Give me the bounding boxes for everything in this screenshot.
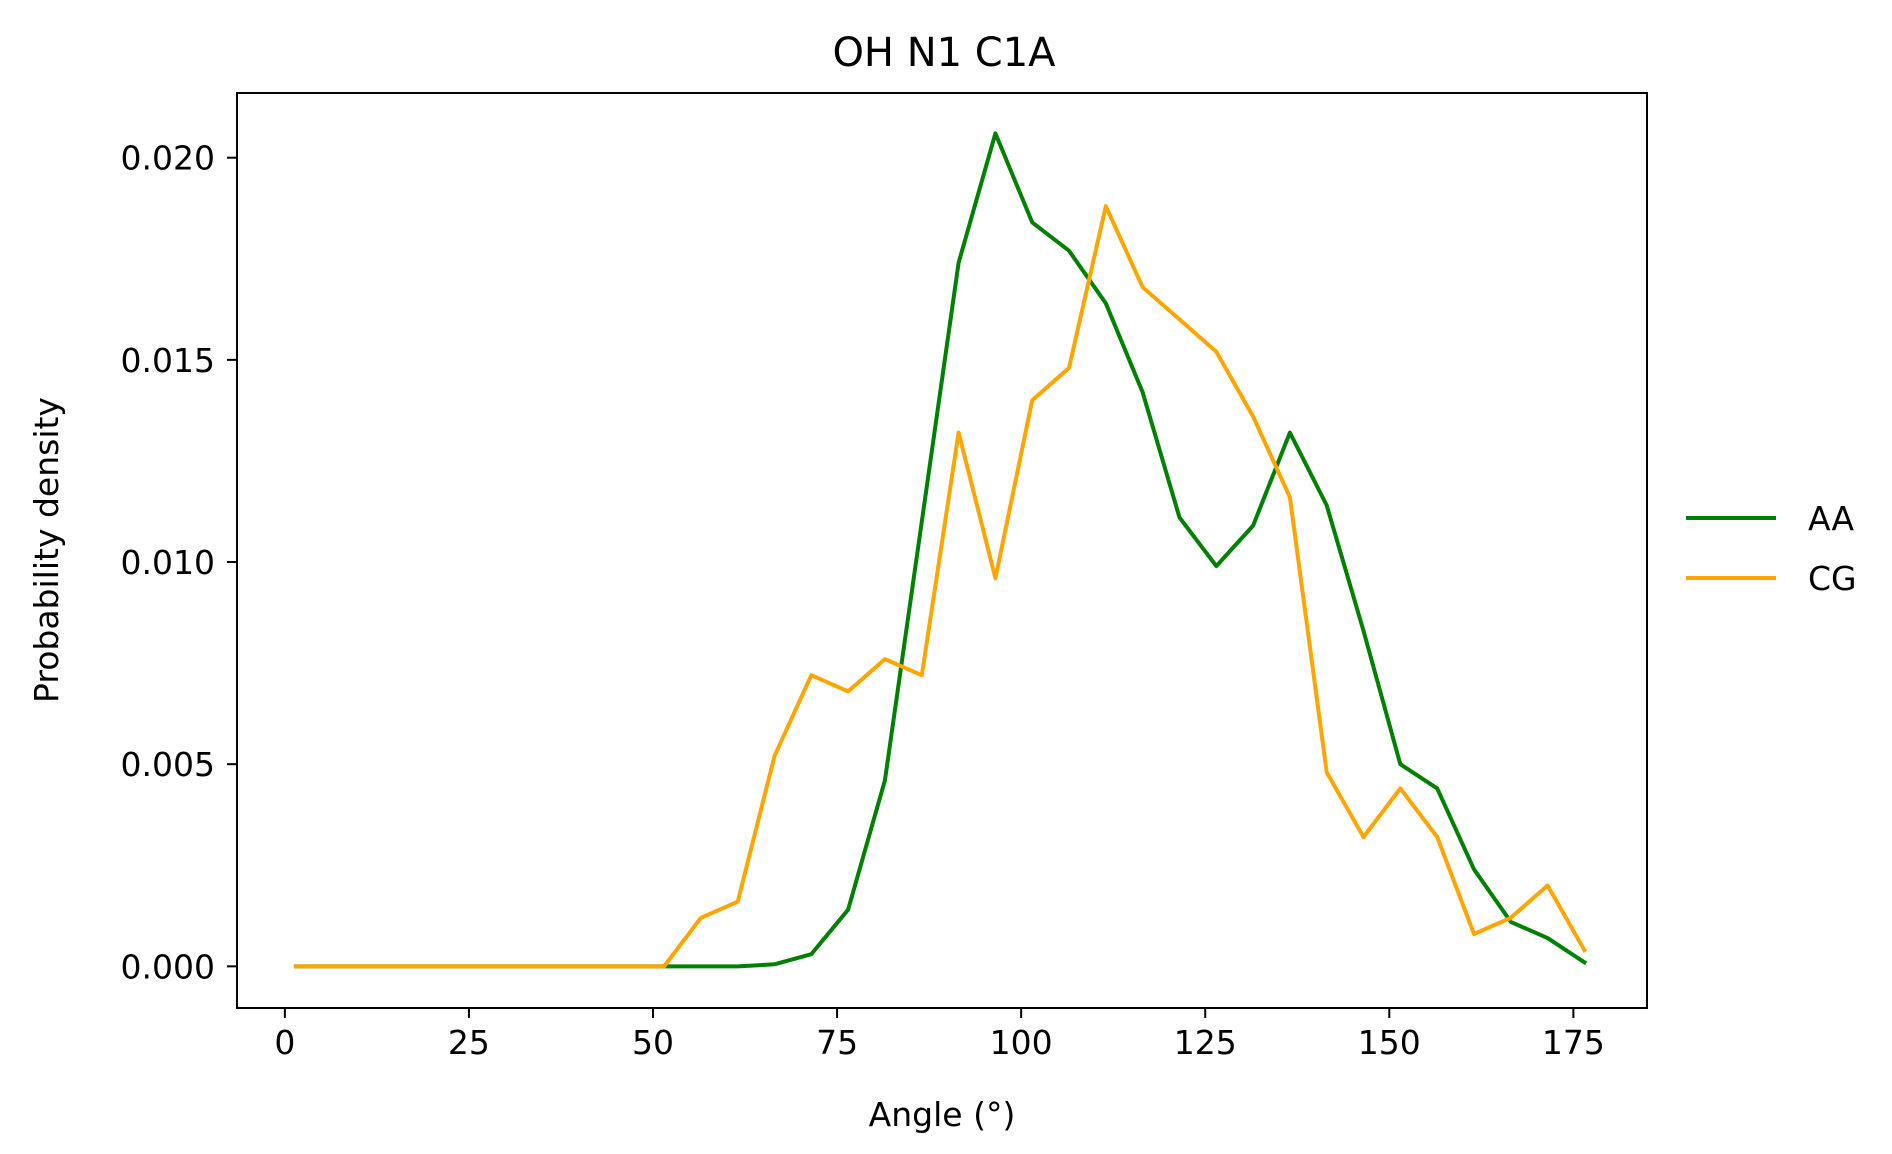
y-axis: 0.000 0.005 0.010 0.015 0.020 [121,139,237,986]
x-tick-label: 175 [1542,1023,1605,1062]
legend: AA CG [1686,499,1857,598]
x-tick-label: 50 [632,1023,674,1062]
y-tick-label: 0.020 [121,139,215,178]
plot-area [236,92,1648,1009]
x-tick-label: 150 [1358,1023,1421,1062]
y-tick-label: 0.015 [121,341,215,380]
x-tick-label: 100 [990,1023,1053,1062]
x-tick-label: 0 [274,1023,295,1062]
y-tick-label: 0.005 [121,745,215,784]
x-axis-title: Angle (°) [869,1095,1016,1134]
x-tick-label: 75 [816,1023,858,1062]
x-tick-label: 25 [448,1023,490,1062]
x-tick-label: 125 [1174,1023,1237,1062]
y-tick-label: 0.000 [121,947,215,986]
plot-lines [293,131,1588,969]
y-axis-title: Probability density [27,397,66,703]
x-axis: 0 25 50 75 100 125 150 175 [274,1008,1605,1062]
y-tick-label: 0.010 [121,543,215,582]
chart-title: OH N1 C1A [832,30,1056,76]
series-line-cg [293,204,1588,969]
legend-label-cg: CG [1808,559,1857,598]
legend-label-aa: AA [1808,499,1854,538]
